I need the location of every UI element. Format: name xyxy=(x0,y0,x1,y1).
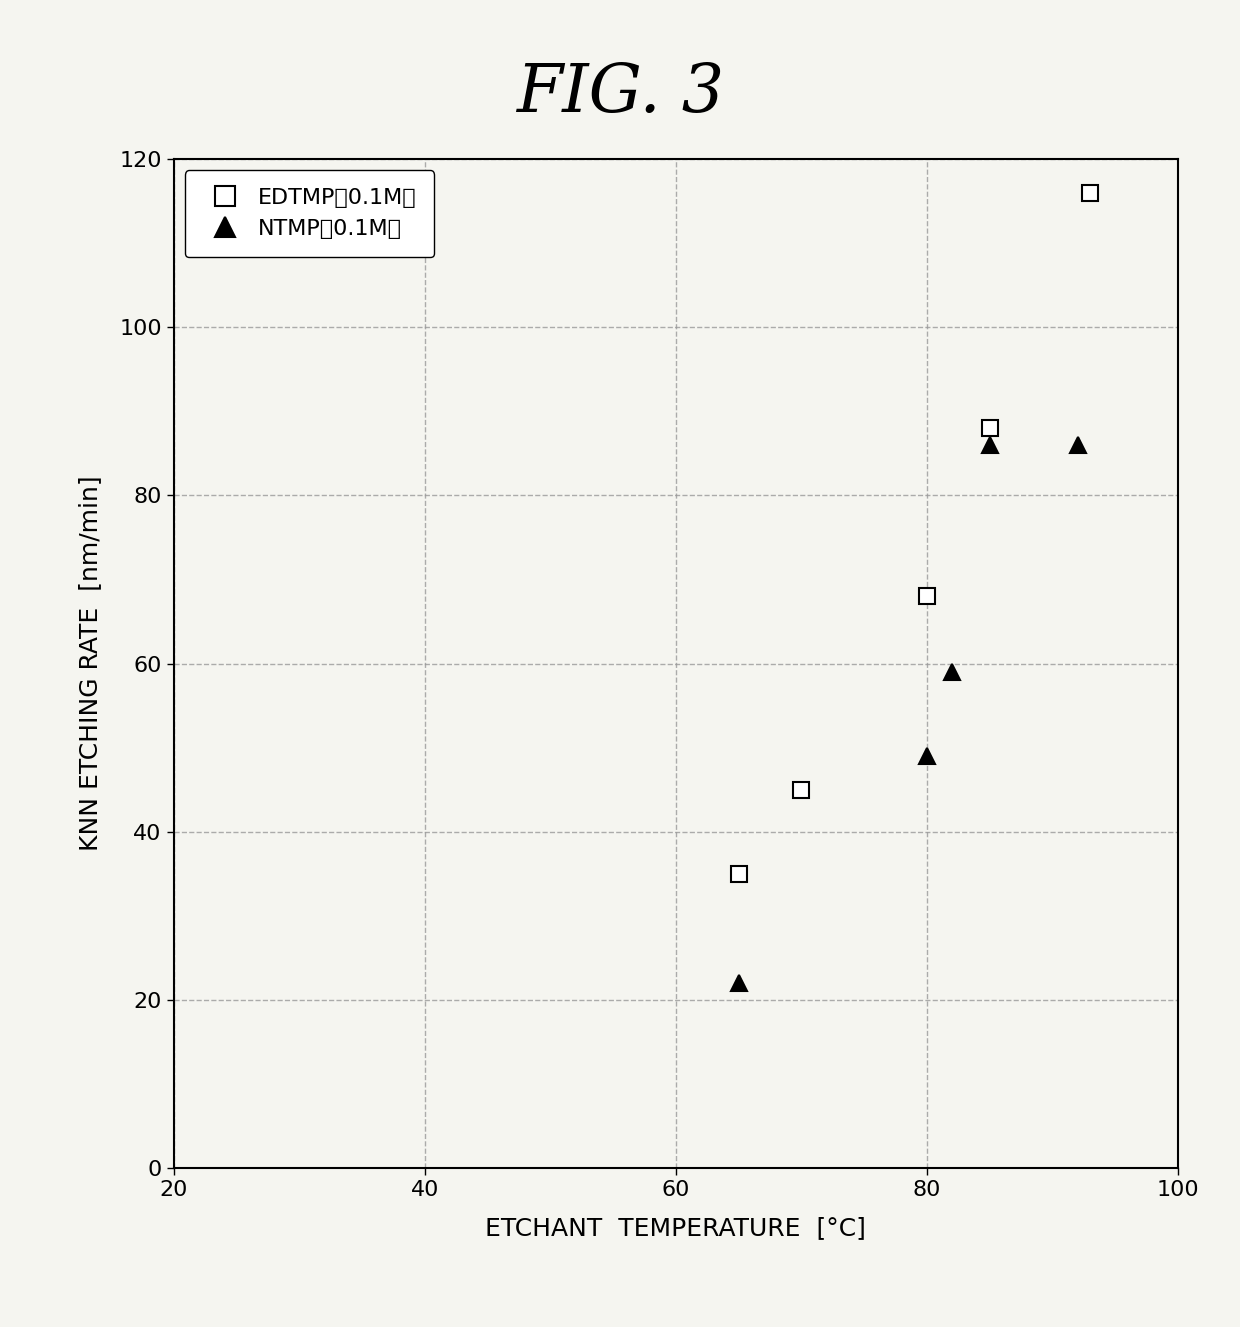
Text: FIG. 3: FIG. 3 xyxy=(516,60,724,126)
NTMP（0.1M） xyxy=(982,437,997,453)
EDTMP（0.1M） xyxy=(732,865,746,881)
X-axis label: ETCHANT  TEMPERATURE  [°C]: ETCHANT TEMPERATURE [°C] xyxy=(485,1217,867,1241)
NTMP（0.1M） xyxy=(732,975,746,991)
EDTMP（0.1M） xyxy=(982,421,997,437)
Line: NTMP（0.1M）: NTMP（0.1M） xyxy=(730,437,1086,991)
NTMP（0.1M） xyxy=(1070,437,1085,453)
EDTMP（0.1M） xyxy=(1083,184,1097,200)
NTMP（0.1M） xyxy=(945,664,960,679)
Legend: EDTMP（0.1M）, NTMP（0.1M）: EDTMP（0.1M）, NTMP（0.1M） xyxy=(185,170,434,257)
NTMP（0.1M） xyxy=(919,748,935,764)
Line: EDTMP（0.1M）: EDTMP（0.1M） xyxy=(730,184,1099,882)
EDTMP（0.1M） xyxy=(794,782,808,798)
Y-axis label: KNN ETCHING RATE  [nm/min]: KNN ETCHING RATE [nm/min] xyxy=(78,475,103,852)
EDTMP（0.1M） xyxy=(919,588,935,604)
